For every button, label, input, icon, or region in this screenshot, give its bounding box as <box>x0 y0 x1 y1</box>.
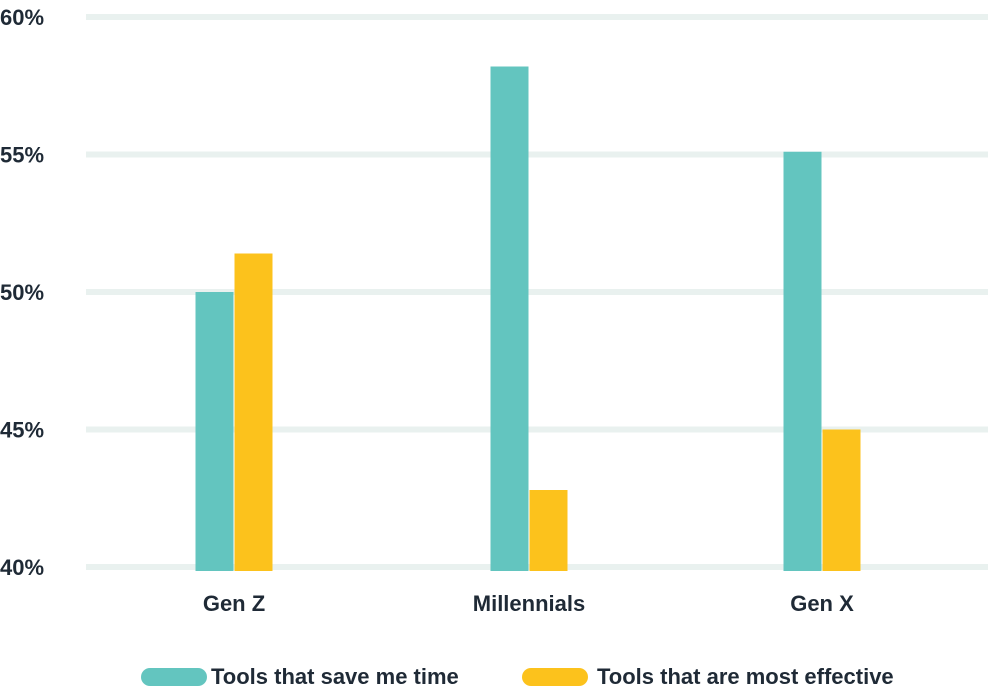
x-category-label: Gen X <box>790 591 854 616</box>
y-tick-label: 60% <box>0 5 44 30</box>
bar-most-effective-gen-x <box>822 429 861 571</box>
legend-label: Tools that save me time <box>211 664 459 689</box>
y-tick-label: 40% <box>0 555 44 580</box>
bar-save-time-gen-z <box>195 292 234 571</box>
x-axis-category-labels: Gen Z Millennials Gen X <box>203 591 854 616</box>
bar-most-effective-millennials <box>529 490 568 571</box>
bar-save-time-millennials <box>490 66 529 571</box>
y-tick-label: 50% <box>0 280 44 305</box>
bar-most-effective-gen-z <box>234 253 273 571</box>
legend-swatch <box>522 668 588 686</box>
legend: Tools that save me time Tools that are mo… <box>141 664 894 689</box>
legend-item: Tools that are most effective <box>522 664 894 689</box>
y-tick-label: 45% <box>0 418 44 443</box>
y-axis-tick-labels: 40% 45% 50% 55% 60% <box>0 5 44 580</box>
legend-swatch <box>141 668 207 686</box>
bars <box>195 66 861 571</box>
legend-label: Tools that are most effective <box>597 664 894 689</box>
y-tick-label: 55% <box>0 143 44 168</box>
legend-item: Tools that save me time <box>141 664 459 689</box>
bar-save-time-gen-x <box>783 151 822 571</box>
x-category-label: Millennials <box>473 591 585 616</box>
x-category-label: Gen Z <box>203 591 265 616</box>
